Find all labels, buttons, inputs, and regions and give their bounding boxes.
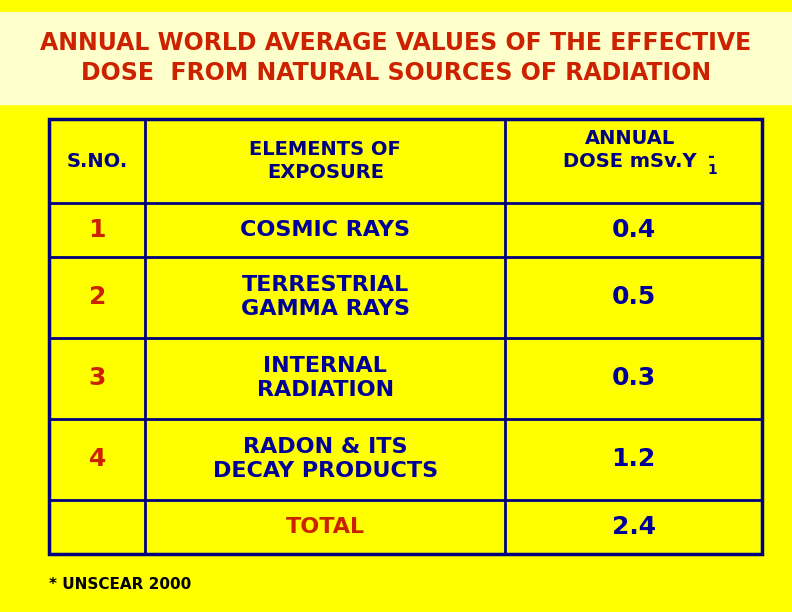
Text: TOTAL: TOTAL (286, 517, 365, 537)
Text: ELEMENTS OF
EXPOSURE: ELEMENTS OF EXPOSURE (249, 140, 402, 182)
Text: * UNSCEAR 2000: * UNSCEAR 2000 (49, 577, 192, 592)
Text: ANNUAL WORLD AVERAGE VALUES OF THE EFFECTIVE
DOSE  FROM NATURAL SOURCES OF RADIA: ANNUAL WORLD AVERAGE VALUES OF THE EFFEC… (40, 31, 752, 86)
Text: RADON & ITS
DECAY PRODUCTS: RADON & ITS DECAY PRODUCTS (213, 438, 438, 482)
FancyBboxPatch shape (49, 119, 762, 554)
Text: 1: 1 (89, 218, 106, 242)
Text: 0.5: 0.5 (611, 285, 656, 310)
Text: COSMIC RAYS: COSMIC RAYS (240, 220, 410, 240)
Text: -: - (707, 148, 714, 166)
Text: 1.2: 1.2 (611, 447, 656, 471)
Text: 2: 2 (89, 285, 106, 310)
Text: ANNUAL
DOSE mSv.Y: ANNUAL DOSE mSv.Y (563, 129, 696, 171)
Text: 2.4: 2.4 (611, 515, 656, 539)
Text: TERRESTRIAL
GAMMA RAYS: TERRESTRIAL GAMMA RAYS (241, 275, 409, 319)
Text: INTERNAL
RADIATION: INTERNAL RADIATION (257, 356, 394, 400)
Text: 4: 4 (89, 447, 106, 471)
Text: 0.4: 0.4 (611, 218, 656, 242)
Text: S.NO.: S.NO. (67, 152, 128, 171)
FancyBboxPatch shape (0, 12, 792, 104)
Text: 0.3: 0.3 (611, 367, 656, 390)
Text: 1: 1 (707, 163, 717, 177)
Text: 3: 3 (89, 367, 106, 390)
